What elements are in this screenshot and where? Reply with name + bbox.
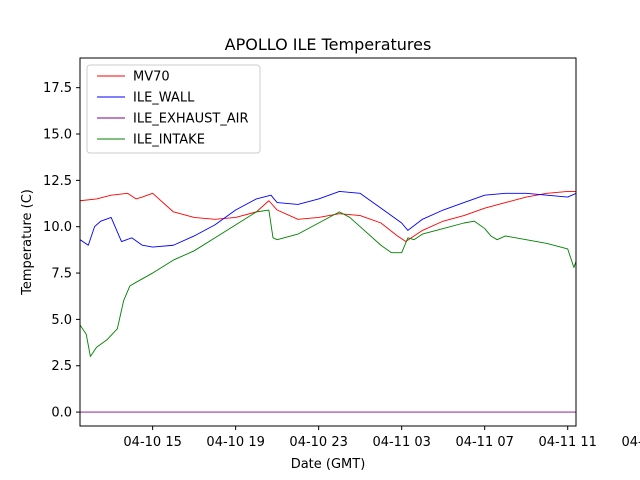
series-layer (80, 191, 576, 413)
y-tick-label: 15.0 (43, 128, 72, 143)
y-axis: 0.0 2.5 5.0 7.5 10.0 12.5 15.0 17.5 (43, 81, 80, 421)
y-tick-label: 5.0 (51, 313, 72, 328)
x-axis-label: Date (GMT) (291, 457, 366, 472)
x-tick-label: 04-10 23 (289, 435, 347, 450)
legend-label-mv70: MV70 (133, 70, 170, 85)
legend-label-ile-intake: ILE_INTAKE (133, 133, 205, 148)
legend-box (86, 64, 261, 154)
y-tick-label: 2.5 (51, 359, 72, 374)
x-tick-label: 04-11 15 (621, 435, 640, 450)
series-line-ile-wall (80, 191, 576, 248)
legend-label-ile-exhaust-air: ILE_EXHAUST_AIR (133, 112, 249, 127)
plot-frame (79, 57, 577, 427)
series-line-mv70 (80, 191, 576, 242)
y-tick-label: 12.5 (43, 174, 72, 189)
series-line-ile-intake (80, 209, 576, 357)
x-tick-label: 04-10 15 (123, 435, 181, 450)
y-axis-label: Temperature (C) (20, 189, 35, 296)
chart-title: APOLLO ILE Temperatures (225, 35, 432, 54)
x-axis: 04-10 15 04-10 19 04-10 23 04-11 03 04-11 07… (123, 426, 640, 450)
y-tick-label: 7.5 (51, 267, 72, 282)
y-tick-label: 17.5 (43, 81, 72, 96)
x-tick-label: 04-10 19 (206, 435, 264, 450)
x-tick-label: 04-11 07 (455, 435, 513, 450)
y-tick-label: 10.0 (43, 220, 72, 235)
x-tick-label: 04-11 03 (372, 435, 430, 450)
legend: MV70 ILE_WALL ILE_EXHAUST_AIR ILE_INTAKE (86, 64, 261, 154)
y-tick-label: 0.0 (51, 406, 72, 421)
x-tick-label: 04-11 11 (538, 435, 596, 450)
legend-label-ile-wall: ILE_WALL (133, 91, 195, 106)
